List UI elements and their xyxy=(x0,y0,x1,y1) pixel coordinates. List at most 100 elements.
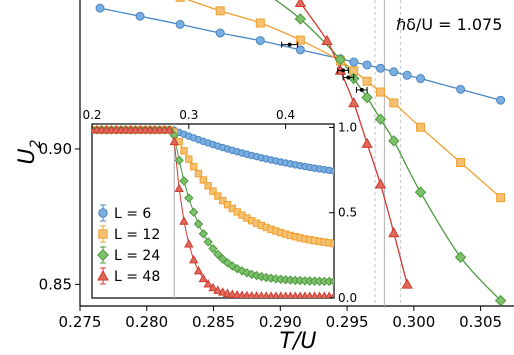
crossing-point xyxy=(281,41,299,48)
inset-point-l-24 xyxy=(174,155,184,166)
data-point-l-12 xyxy=(295,35,305,45)
data-point-l-24 xyxy=(334,53,347,66)
data-point-l-6 xyxy=(349,57,359,67)
inset-point-l-24 xyxy=(329,276,334,287)
inset-legend: L = 6 L = 12 L = 24 L = 48 xyxy=(97,204,160,285)
data-point-l-24 xyxy=(388,135,400,147)
data-point-l-48 xyxy=(294,0,306,8)
inset-point-l-48 xyxy=(193,265,204,275)
x-tick-label: 0.305 xyxy=(459,313,502,331)
inset-point-l-48 xyxy=(320,291,328,298)
y-axis-title: U2 xyxy=(15,139,44,164)
inset-point-l-24 xyxy=(188,207,199,217)
x-tick-label: 0.280 xyxy=(125,313,168,331)
inset-x-tick-label: 0.3 xyxy=(179,108,198,122)
inset-point-l-48 xyxy=(301,291,309,298)
data-point-l-24 xyxy=(361,91,373,104)
data-point-l-6 xyxy=(215,28,225,38)
inset-point-l-12 xyxy=(204,182,212,190)
x-tick-label: 0.290 xyxy=(259,313,302,331)
crossing-point xyxy=(355,86,368,93)
data-point-l-12 xyxy=(175,0,185,2)
data-point-l-48 xyxy=(348,97,360,108)
data-point-l-48 xyxy=(401,278,413,289)
annotation-label: ℏδ/U = 1.075 xyxy=(396,15,502,34)
inset-point-l-48 xyxy=(325,291,333,298)
legend-label: L = 12 xyxy=(114,227,160,243)
svg-text:U2: U2 xyxy=(15,139,44,164)
inset-point-l-48 xyxy=(217,287,228,296)
data-point-l-6 xyxy=(135,11,145,21)
inset-point-l-12 xyxy=(218,196,227,205)
inset-point-l-48 xyxy=(184,239,194,248)
data-point-l-12 xyxy=(362,76,372,86)
y-tick-label: 0.90 xyxy=(39,140,72,158)
data-point-l-6 xyxy=(295,45,305,55)
inset-point-l-48 xyxy=(267,291,275,298)
inset-point-l-24 xyxy=(217,254,228,264)
inset-point-l-24 xyxy=(203,237,213,247)
y-axis-title-sub: 2 xyxy=(28,139,44,148)
legend-item-l-12: L = 12 xyxy=(98,225,160,243)
legend-label: L = 48 xyxy=(114,269,160,285)
data-point-l-12 xyxy=(456,157,466,167)
inset-point-l-48 xyxy=(262,291,270,298)
data-point-l-24 xyxy=(414,186,427,198)
data-point-l-12 xyxy=(215,6,225,16)
inset-point-l-12 xyxy=(185,155,193,163)
inset-point-l-48 xyxy=(252,291,261,298)
inset-point-l-12 xyxy=(199,176,208,184)
data-point-l-6 xyxy=(95,3,105,13)
inset-point-l-24 xyxy=(198,229,209,239)
data-point-l-48 xyxy=(374,178,387,189)
inset-point-l-48 xyxy=(257,291,266,298)
inset-point-l-48 xyxy=(286,291,295,298)
inset-point-l-48 xyxy=(272,291,280,298)
inset-point-l-48 xyxy=(281,291,290,298)
x-tick-label: 0.300 xyxy=(392,313,435,331)
legend-marker-l-48 xyxy=(97,269,109,281)
inset-point-l-48 xyxy=(213,285,223,294)
inset-point-l-24 xyxy=(193,219,204,229)
inset-point-l-48 xyxy=(174,183,184,193)
inset-point-l-48 xyxy=(203,279,213,288)
data-point-l-6 xyxy=(389,67,399,77)
legend-item-l-24: L = 24 xyxy=(97,246,160,264)
x-axis-title: T/U xyxy=(280,329,317,354)
data-point-l-6 xyxy=(456,84,466,94)
legend-item-l-6: L = 6 xyxy=(98,204,151,222)
legend-label: L = 6 xyxy=(114,206,151,222)
inset-point-l-48 xyxy=(306,291,314,298)
inset-point-l-48 xyxy=(291,291,299,298)
crossing-point xyxy=(342,74,355,81)
inset-point-l-6 xyxy=(330,167,334,175)
data-point-l-6 xyxy=(255,36,265,46)
inset-point-l-12 xyxy=(194,169,203,178)
inset-point-l-24 xyxy=(179,176,189,186)
data-point-l-6 xyxy=(496,95,506,105)
data-point-l-48 xyxy=(321,34,333,45)
crossing-point xyxy=(337,67,349,74)
inset-point-l-48 xyxy=(164,125,175,134)
data-point-l-24 xyxy=(374,113,387,125)
data-point-l-6 xyxy=(416,74,426,84)
data-point-l-48 xyxy=(361,137,373,148)
data-point-l-6 xyxy=(375,63,385,73)
inset-point-l-48 xyxy=(330,291,334,298)
inset-point-l-48 xyxy=(296,291,304,298)
inset-point-l-48 xyxy=(315,291,324,298)
data-point-l-24 xyxy=(494,294,507,306)
inset-point-l-48 xyxy=(310,291,319,298)
legend-label: L = 24 xyxy=(114,248,160,264)
legend-marker-l-12 xyxy=(98,229,108,239)
inset-point-l-12 xyxy=(180,147,188,155)
inset-y-tick-label: 1.0 xyxy=(338,120,357,134)
x-tick-label: 0.285 xyxy=(192,313,235,331)
inset-point-l-12 xyxy=(209,187,217,195)
inset-point-l-12 xyxy=(189,162,198,171)
inset-point-l-48 xyxy=(247,290,256,298)
inset-y-tick-label: 0.5 xyxy=(338,206,357,220)
inset-point-l-24 xyxy=(208,243,218,254)
data-point-l-48 xyxy=(388,227,400,238)
